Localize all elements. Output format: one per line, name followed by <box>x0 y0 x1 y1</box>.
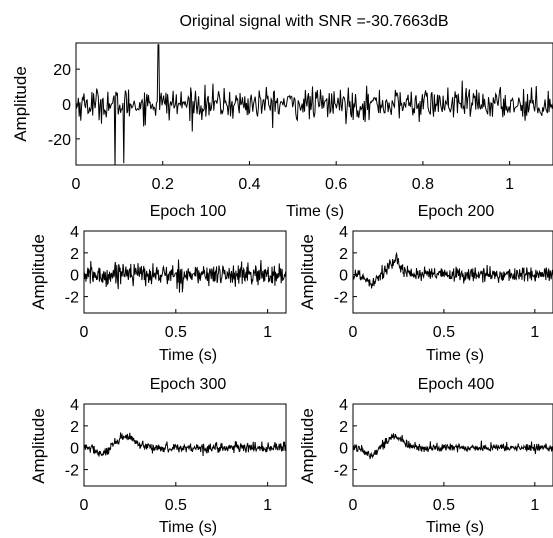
epoch-300-title: Epoch 300 <box>150 376 227 393</box>
x-tick-label: 0.6 <box>325 176 347 193</box>
signal-line <box>353 251 553 289</box>
x-tick-label: 0 <box>349 497 358 514</box>
main-title: Original signal with SNR =-30.7663dB <box>179 13 448 30</box>
y-tick-label: -2 <box>65 463 79 480</box>
epoch-400-ylabel: Amplitude <box>298 408 317 484</box>
epoch-200-xlabel: Time (s) <box>426 347 484 364</box>
x-tick-label: 1 <box>263 324 272 341</box>
y-tick-label: 2 <box>339 246 348 263</box>
y-tick-label: 0 <box>339 441 348 458</box>
x-tick-label: 1 <box>530 497 539 514</box>
y-tick-label: 4 <box>70 224 79 241</box>
y-tick-label: -2 <box>334 463 348 480</box>
y-tick-label: 4 <box>339 397 348 414</box>
epoch-200-ylabel: Amplitude <box>298 234 317 310</box>
plot-area-frame <box>352 230 553 314</box>
epoch-100-ylabel: Amplitude <box>29 234 48 310</box>
y-tick-label: 0 <box>70 441 79 458</box>
epoch-100-xlabel: Time (s) <box>159 347 217 364</box>
main-ylabel: Amplitude <box>11 66 30 142</box>
y-tick-label: 2 <box>70 419 79 436</box>
epoch-400-title: Epoch 400 <box>418 376 495 393</box>
signal-line <box>76 44 553 165</box>
plot-area-frame <box>83 403 287 487</box>
main-xlabel: Time (s) <box>286 203 344 220</box>
y-tick-label: 20 <box>53 62 71 79</box>
x-tick-label: 0 <box>349 324 358 341</box>
x-tick-label: 0.5 <box>433 497 455 514</box>
y-tick-label: 4 <box>70 397 79 414</box>
y-tick-label: 4 <box>339 224 348 241</box>
y-tick-label: -2 <box>65 290 79 307</box>
x-tick-label: 0.5 <box>165 497 187 514</box>
x-tick-label: 0.4 <box>238 176 260 193</box>
x-tick-label: 0 <box>72 176 81 193</box>
x-tick-label: 0 <box>80 497 89 514</box>
x-tick-label: 1 <box>505 176 514 193</box>
x-tick-label: 0 <box>80 324 89 341</box>
x-tick-label: 0.5 <box>165 324 187 341</box>
y-tick-label: 0 <box>62 97 71 114</box>
main-signal-panel: Original signal with SNR =-30.7663dB Amp… <box>11 13 553 220</box>
signal-line <box>84 432 286 457</box>
x-tick-label: 0.8 <box>412 176 434 193</box>
y-tick-label: 0 <box>70 268 79 285</box>
epoch-200-title: Epoch 200 <box>418 203 495 220</box>
epoch-200-panel: Epoch 200 Amplitude Time (s) 420-20 0.5 1 <box>298 203 553 364</box>
signal-line <box>84 259 286 293</box>
signal-line <box>353 433 553 460</box>
x-tick-label: 0.5 <box>433 324 455 341</box>
plot-area-frame <box>352 403 553 487</box>
y-tick-label: 2 <box>70 246 79 263</box>
epoch-300-panel: Epoch 300 Amplitude Time (s) 420-20 0.5 1 <box>29 376 287 536</box>
epoch-400-xlabel: Time (s) <box>426 519 484 536</box>
epoch-400-panel: Epoch 400 Amplitude Time (s) 420-20 0.5 1 <box>298 376 553 536</box>
y-tick-label: -2 <box>334 290 348 307</box>
y-tick-label: 0 <box>339 268 348 285</box>
x-tick-label: 0.2 <box>152 176 174 193</box>
y-tick-label: 2 <box>339 419 348 436</box>
plot-area-frame <box>83 230 287 314</box>
x-tick-label: 1 <box>530 324 539 341</box>
epoch-300-xlabel: Time (s) <box>159 519 217 536</box>
epoch-100-title: Epoch 100 <box>150 203 227 220</box>
x-tick-label: 1 <box>263 497 272 514</box>
epoch-100-panel: Epoch 100 Amplitude Time (s) 420-20 0.5 1 <box>29 203 287 364</box>
epoch-300-ylabel: Amplitude <box>29 408 48 484</box>
y-tick-label: -20 <box>48 132 71 149</box>
